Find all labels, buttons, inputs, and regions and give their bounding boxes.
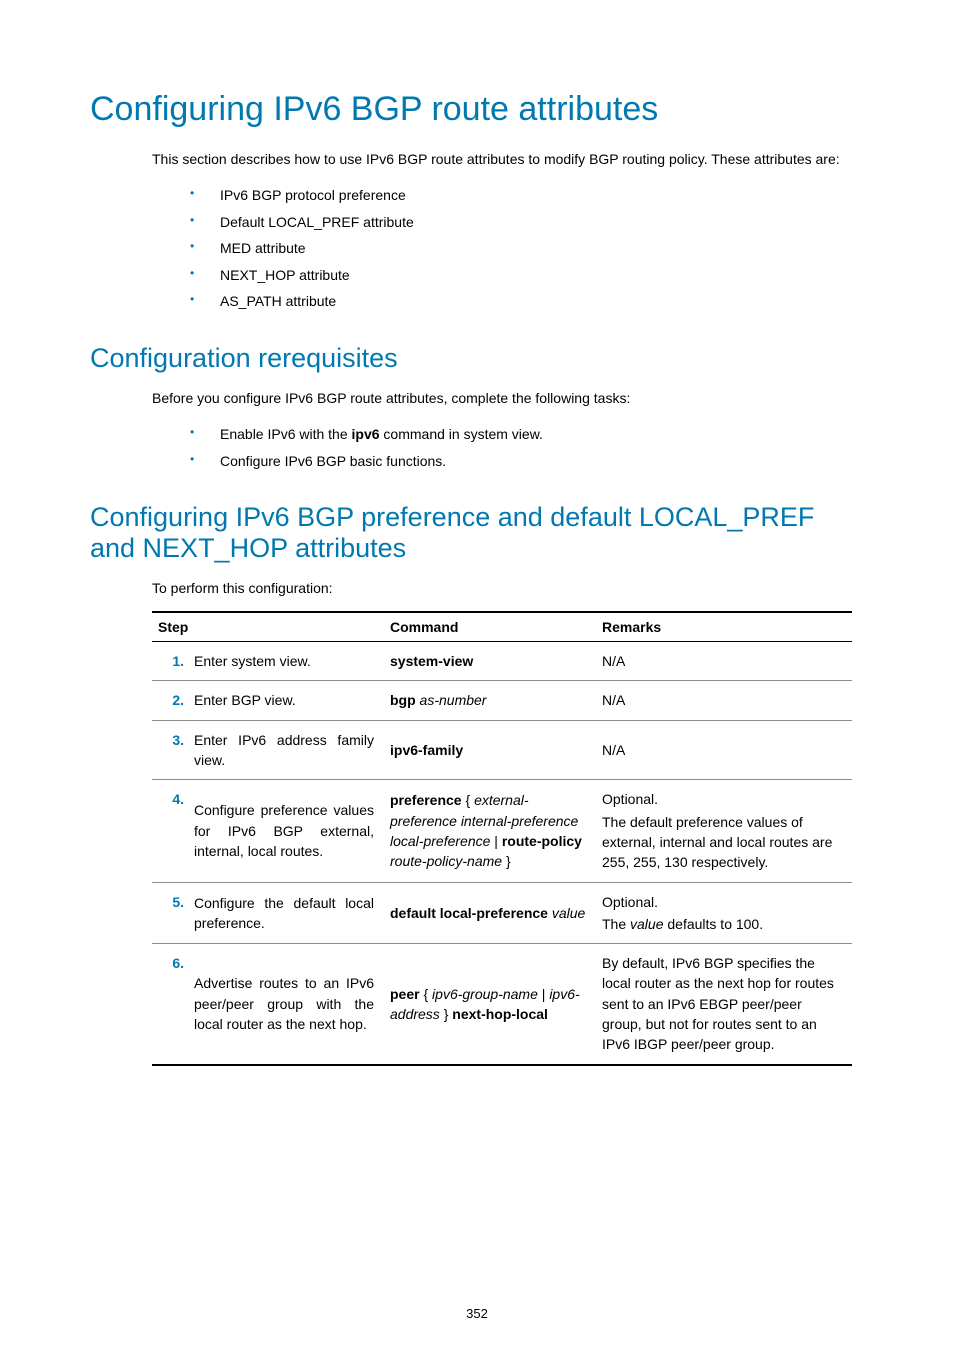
section-heading-preference: Configuring IPv6 BGP preference and defa… xyxy=(90,502,864,564)
list-item: AS_PATH attribute xyxy=(190,288,864,315)
command-cell: system-view xyxy=(384,642,596,681)
remarks-cell: N/A xyxy=(596,720,852,780)
remarks-cell: Optional. The value defaults to 100. xyxy=(596,882,852,944)
config-table: Step Command Remarks 1. Enter system vie… xyxy=(152,611,852,1065)
page-number: 352 xyxy=(90,1306,864,1321)
remarks-cell: N/A xyxy=(596,642,852,681)
step-number: 6. xyxy=(152,944,188,1065)
step-number: 1. xyxy=(152,642,188,681)
perform-text: To perform this configuration: xyxy=(152,578,864,599)
command-cell: bgp as-number xyxy=(384,681,596,720)
table-row: 2. Enter BGP view. bgp as-number N/A xyxy=(152,681,852,720)
attribute-list: IPv6 BGP protocol preference Default LOC… xyxy=(190,182,864,315)
step-desc: Enter system view. xyxy=(188,642,384,681)
page-title: Configuring IPv6 BGP route attributes xyxy=(90,90,864,129)
step-number: 4. xyxy=(152,780,188,882)
table-header-row: Step Command Remarks xyxy=(152,612,852,642)
step-desc: Enter IPv6 address family view. xyxy=(188,720,384,780)
command-cell: peer { ipv6-group-name | ipv6-address } … xyxy=(384,944,596,1065)
table-row: 5. Configure the default local preferenc… xyxy=(152,882,852,944)
command-text: ipv6 xyxy=(352,426,380,442)
section-heading-prerequisites: Configuration rerequisites xyxy=(90,343,864,374)
step-desc: Configure the default local preference. xyxy=(188,882,384,944)
prereq-list: Enable IPv6 with the ipv6 command in sys… xyxy=(190,421,864,474)
text: command in system view. xyxy=(380,426,543,442)
remarks-cell: By default, IPv6 BGP specifies the local… xyxy=(596,944,852,1065)
remarks-cell: Optional. The default preference values … xyxy=(596,780,852,882)
col-command: Command xyxy=(384,612,596,642)
col-step: Step xyxy=(152,612,384,642)
intro-text: This section describes how to use IPv6 B… xyxy=(152,149,864,170)
step-number: 3. xyxy=(152,720,188,780)
command-cell: ipv6-family xyxy=(384,720,596,780)
text: Enable IPv6 with the xyxy=(220,426,352,442)
list-item: Default LOCAL_PREF attribute xyxy=(190,209,864,236)
command-cell: preference { external-preference interna… xyxy=(384,780,596,882)
prereq-intro-text: Before you configure IPv6 BGP route attr… xyxy=(152,388,864,409)
list-item: Enable IPv6 with the ipv6 command in sys… xyxy=(190,421,864,448)
step-desc: Enter BGP view. xyxy=(188,681,384,720)
step-desc: Advertise routes to an IPv6 peer/peer gr… xyxy=(188,944,384,1065)
step-number: 5. xyxy=(152,882,188,944)
table-row: 1. Enter system view. system-view N/A xyxy=(152,642,852,681)
step-number: 2. xyxy=(152,681,188,720)
command-cell: default local-preference value xyxy=(384,882,596,944)
list-item: MED attribute xyxy=(190,235,864,262)
step-desc: Configure preference values for IPv6 BGP… xyxy=(188,780,384,882)
table-row: 3. Enter IPv6 address family view. ipv6-… xyxy=(152,720,852,780)
list-item: NEXT_HOP attribute xyxy=(190,262,864,289)
table-row: 4. Configure preference values for IPv6 … xyxy=(152,780,852,882)
list-item: Configure IPv6 BGP basic functions. xyxy=(190,448,864,475)
list-item: IPv6 BGP protocol preference xyxy=(190,182,864,209)
col-remarks: Remarks xyxy=(596,612,852,642)
remarks-cell: N/A xyxy=(596,681,852,720)
table-row: 6. Advertise routes to an IPv6 peer/peer… xyxy=(152,944,852,1065)
